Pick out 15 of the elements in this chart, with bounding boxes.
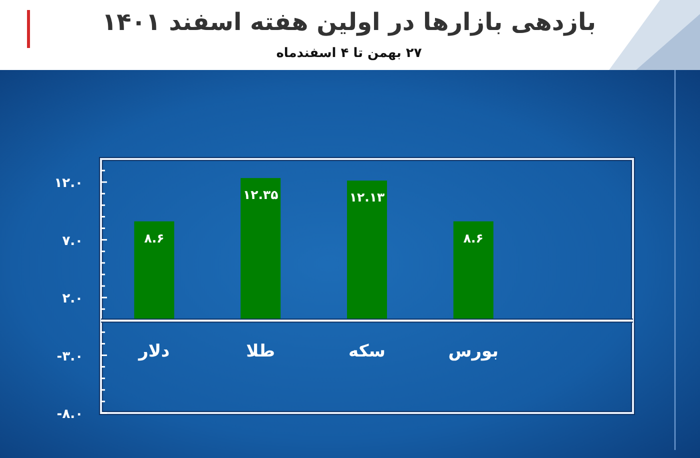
- category-label: طلا: [246, 342, 276, 362]
- category-label: دلار: [138, 342, 170, 362]
- title: بازدهی بازارها در اولین هفته اسفند ۱۴۰۱: [102, 8, 596, 36]
- y-tick-label: -۸.۰: [56, 407, 83, 422]
- value-label: ۸.۶: [463, 230, 484, 246]
- value-label: ۱۲.۱۳: [349, 190, 385, 205]
- category-label: بورس: [448, 342, 499, 362]
- y-tick-label: ۷.۰: [62, 234, 83, 249]
- value-label: ۱۲.۳۵: [242, 187, 278, 202]
- y-tick-label: ۲.۰: [62, 292, 83, 307]
- subtitle: ۲۷ بهمن تا ۴ اسفندماه: [276, 46, 422, 61]
- y-tick-label: ۱۲.۰: [54, 176, 83, 192]
- y-tick-label: -۳.۰: [56, 349, 83, 364]
- category-label: سکه: [348, 342, 386, 362]
- value-label: ۸.۶: [144, 230, 164, 246]
